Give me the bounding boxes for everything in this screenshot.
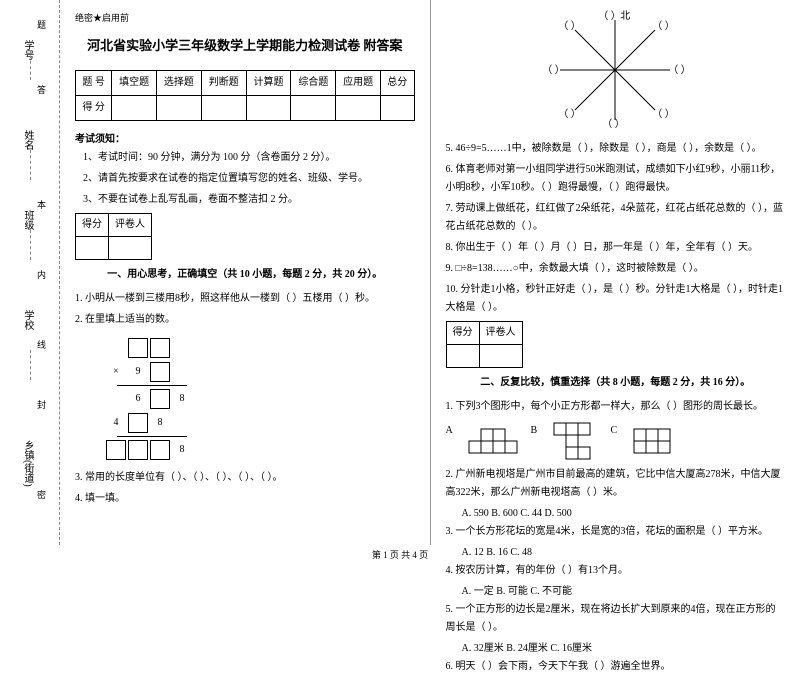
cut-char-0: 题 bbox=[35, 20, 48, 29]
cut-char-5: 封 bbox=[35, 400, 48, 409]
shape-a bbox=[468, 427, 528, 455]
q8: 8. 你出生于（ ）年（ ）月（ ）日，那一年是（ ）年，全年有（ ）天。 bbox=[446, 239, 786, 257]
left-column: 绝密★启用前 河北省实验小学三年级数学上学期能力检测试卷 附答案 题 号 填空题… bbox=[60, 0, 431, 545]
confidential-tag: 绝密★启用前 bbox=[75, 10, 415, 26]
score-h0: 题 号 bbox=[76, 70, 112, 95]
margin-field-class: 班级 bbox=[20, 210, 35, 230]
score-r0: 得 分 bbox=[76, 95, 112, 120]
q10: 10. 分针走1小格，秒针正好走（ ），是（ ）秒。分针走1大格是（ ），时针走… bbox=[446, 281, 786, 317]
score-h4: 计算题 bbox=[246, 70, 291, 95]
cut-char-6: 密 bbox=[35, 490, 48, 499]
margin-field-name: 姓名 bbox=[20, 130, 35, 150]
shape-b bbox=[553, 422, 608, 460]
s2q2-opts: A. 590 B. 600 C. 44 D. 500 bbox=[446, 505, 786, 523]
q4: 4. 填一填。 bbox=[75, 490, 415, 508]
score-h1: 填空题 bbox=[112, 70, 157, 95]
s2q6: 6. 明天（ ）会下雨，今天下午我（ ）游遍全世界。 bbox=[446, 658, 786, 676]
q3: 3. 常用的长度单位有（ ）、（ ）、（ ）、（ ）、（ ）。 bbox=[75, 469, 415, 487]
margin-field-studentid: 学号 bbox=[20, 40, 35, 60]
notice-1: 1、考试时间：90 分钟，满分为 100 分（含卷面分 2 分）。 bbox=[83, 149, 415, 167]
section2-title: 二、反复比较，慎重选择（共 8 小题，每题 2 分，共 16 分）。 bbox=[446, 374, 786, 392]
section1-title: 一、用心思考，正确填空（共 10 小题，每题 2 分，共 20 分）。 bbox=[75, 266, 415, 284]
cut-char-1: 答 bbox=[35, 85, 48, 94]
opt-a: A bbox=[446, 422, 466, 440]
margin-field-town: 乡镇(街道) bbox=[20, 440, 35, 487]
s2q5: 5. 一个正方形的边长是2厘米，现在将边长扩大到原来的4倍，现在正方形的周长是（… bbox=[446, 601, 786, 637]
s2q5-opts: A. 32厘米 B. 24厘米 C. 16厘米 bbox=[446, 640, 786, 658]
s2q3: 3. 一个长方形花坛的宽是4米，长是宽的3倍，花坛的面积是（ ）平方米。 bbox=[446, 523, 786, 541]
right-column: 北 （ ） （ ） （ ） （ ） （ ） （ ） （ ） （ ） 5. 46÷… bbox=[431, 0, 800, 545]
shape-options: A B C bbox=[446, 422, 786, 460]
notice-head: 考试须知： bbox=[75, 131, 415, 149]
grader-table-2: 得分评卷人 bbox=[446, 321, 523, 368]
s2q2: 2. 广州新电视塔是广州市目前最高的建筑，它比中信大厦高278米，中信大厦高32… bbox=[446, 466, 786, 502]
mult-sign: × bbox=[106, 362, 126, 382]
compass-diagram: 北 （ ） （ ） （ ） （ ） （ ） （ ） （ ） （ ） bbox=[540, 10, 690, 130]
shape-c bbox=[633, 427, 683, 455]
cut-char-2: 本 bbox=[35, 200, 48, 209]
score-table: 题 号 填空题 选择题 判断题 计算题 综合题 应用题 总分 得 分 bbox=[75, 70, 415, 121]
s2q1: 1. 下列3个图形中，每个小正方形都一样大，那么（ ）图形的周长最长。 bbox=[446, 398, 786, 416]
exam-title: 河北省实验小学三年级数学上学期能力检测试卷 附答案 bbox=[75, 34, 415, 57]
multiplication-problem: ×9 68 48 8 bbox=[105, 337, 415, 461]
grader-table-1: 得分评卷人 bbox=[75, 213, 152, 260]
q6: 6. 体育老师对第一小组同学进行50米跑测试，成绩如下小红9秒，小丽11秒，小明… bbox=[446, 161, 786, 197]
mini-score: 得分 bbox=[76, 213, 109, 236]
cut-char-4: 线 bbox=[35, 340, 48, 349]
north-label: 北 bbox=[620, 8, 630, 26]
q2: 2. 在里填上适当的数。 bbox=[75, 311, 415, 329]
page-footer: 第 1 页 共 4 页 bbox=[0, 548, 800, 561]
q5: 5. 46÷9=5……1中，被除数是（ ），除数是（ ），商是（ ），余数是（ … bbox=[446, 140, 786, 158]
s2q4-opts: A. 一定 B. 可能 C. 不可能 bbox=[446, 583, 786, 601]
score-h3: 判断题 bbox=[201, 70, 246, 95]
score-h5: 综合题 bbox=[291, 70, 336, 95]
notice-3: 3、不要在试卷上乱写乱画，卷面不整洁扣 2 分。 bbox=[83, 191, 415, 209]
score-h6: 应用题 bbox=[336, 70, 381, 95]
q9: 9. □÷8=138……○中，余数最大填（ ），这时被除数是（ ）。 bbox=[446, 260, 786, 278]
q7: 7. 劳动课上做纸花，红红做了2朵纸花，4朵蓝花，红花占纸花总数的（ ），蓝花占… bbox=[446, 200, 786, 236]
score-h2: 选择题 bbox=[157, 70, 202, 95]
mini-grader: 评卷人 bbox=[109, 213, 152, 236]
binding-margin: 学号 姓名 班级 学校 乡镇(街道) 题 答 本 内 线 封 密 bbox=[0, 0, 60, 545]
margin-field-school: 学校 bbox=[20, 310, 35, 330]
opt-c: C bbox=[611, 422, 631, 440]
opt-b: B bbox=[531, 422, 551, 440]
cut-char-3: 内 bbox=[35, 270, 48, 279]
notice-2: 2、请首先按要求在试卷的指定位置填写您的姓名、班级、学号。 bbox=[83, 170, 415, 188]
q1: 1. 小明从一楼到三楼用8秒，照这样他从一楼到（ ）五楼用（ ）秒。 bbox=[75, 290, 415, 308]
score-h7: 总分 bbox=[381, 70, 414, 95]
